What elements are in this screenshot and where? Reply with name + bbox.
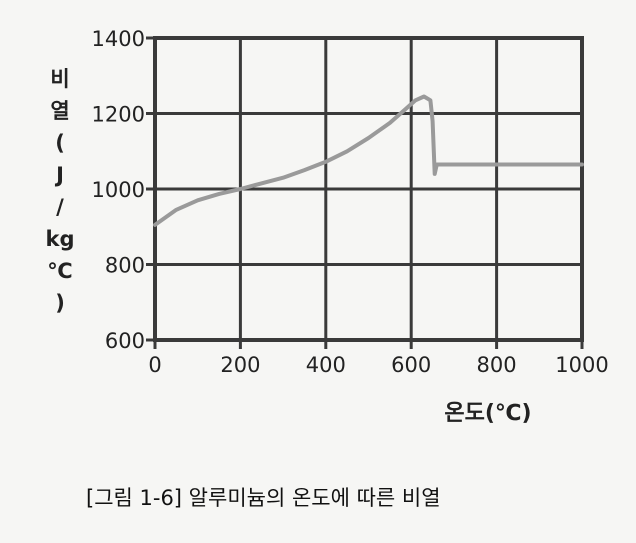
y-axis-label: 비열 ( J / kg ℃): [46, 67, 75, 315]
specific-heat-chart: 600 800 1000 1200 1400 0 200 400 600 800 1000 비열 (…: [46, 27, 609, 426]
y-axis-label-char: (: [55, 131, 65, 155]
x-tick-label: 400: [306, 353, 346, 377]
y-axis-label-char: ℃: [47, 259, 72, 283]
grid: [153, 36, 584, 342]
x-tick-label: 200: [220, 353, 260, 377]
x-tick-label: 800: [477, 353, 517, 377]
y-tick-label: 600: [105, 329, 145, 353]
figure-caption: [그림 1-6] 알루미늄의 온도에 따른 비열: [86, 486, 441, 510]
y-axis-label-char: J: [54, 163, 64, 187]
y-tick-label: 800: [105, 254, 145, 278]
x-tick-labels: 0 200 400 600 800 1000: [148, 340, 609, 377]
y-axis-label-char: kg: [46, 227, 75, 251]
y-tick-label: 1400: [92, 27, 145, 51]
y-tick-labels: 600 800 1000 1200 1400: [92, 27, 155, 353]
x-tick-label: 1000: [555, 353, 608, 377]
x-tick-label: 600: [391, 353, 431, 377]
x-axis-label: 온도(℃): [444, 401, 531, 426]
y-axis-label-char: ): [55, 291, 65, 315]
x-tick-label: 0: [148, 353, 161, 377]
series-line: [153, 94, 584, 227]
y-tick-label: 1200: [92, 103, 145, 127]
y-axis-label-char: 열: [50, 99, 69, 123]
y-tick-label: 1000: [92, 178, 145, 202]
y-axis-label-char: 비: [50, 67, 69, 91]
y-axis-label-char: /: [56, 195, 64, 219]
